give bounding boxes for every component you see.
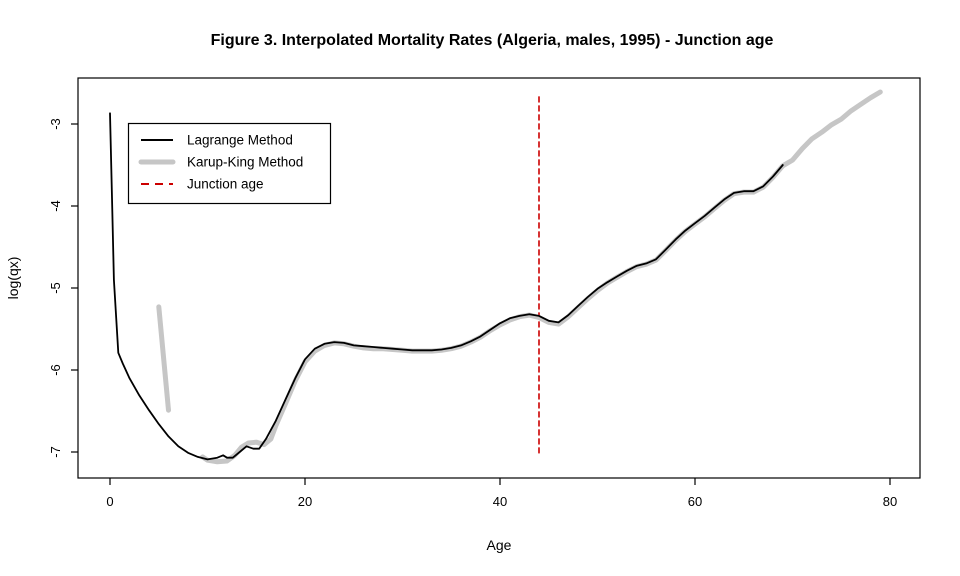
x-tick-label: 60 xyxy=(688,494,702,509)
y-tick-label: -7 xyxy=(48,446,63,458)
x-tick-label: 20 xyxy=(298,494,312,509)
y-axis: -3 -4 -5 -6 -7 xyxy=(48,118,78,458)
chart-title: Figure 3. Interpolated Mortality Rates (… xyxy=(211,32,774,49)
y-tick-label: -4 xyxy=(48,200,63,212)
legend: Lagrange Method Karup-King Method Juncti… xyxy=(127,122,332,205)
x-tick-label: 40 xyxy=(493,494,507,509)
x-tick-label: 0 xyxy=(106,494,113,509)
series-karup-king-method xyxy=(156,304,171,413)
x-tick-label: 80 xyxy=(883,494,897,509)
series-lagrange-method xyxy=(109,112,784,461)
y-tick-label: -6 xyxy=(48,364,63,376)
legend-label-lagrange: Lagrange Method xyxy=(187,133,293,148)
plot-border xyxy=(77,77,921,479)
x-axis: 0 20 40 60 80 xyxy=(106,478,897,509)
legend-label-karup-king: Karup-King Method xyxy=(187,155,303,170)
legend-label-junction-age: Junction age xyxy=(187,177,264,192)
y-tick-label: -3 xyxy=(48,118,63,130)
y-axis-title: log(qx) xyxy=(5,257,21,300)
x-axis-title: Age xyxy=(487,537,512,553)
series-layer xyxy=(109,89,883,465)
y-tick-label: -5 xyxy=(48,282,63,294)
